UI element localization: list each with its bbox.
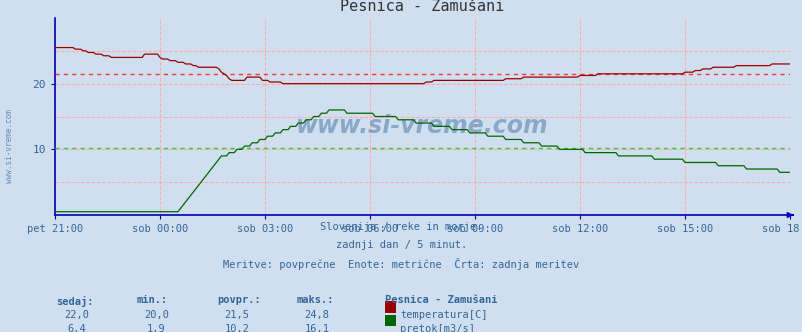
Text: Pesnica - Zamušani: Pesnica - Zamušani [385, 295, 497, 305]
Text: povpr.:: povpr.: [217, 295, 260, 305]
Text: min.:: min.: [136, 295, 168, 305]
Title: Pesnica - Zamušani: Pesnica - Zamušani [340, 0, 504, 14]
Text: pretok[m3/s]: pretok[m3/s] [399, 324, 474, 332]
Text: 22,0: 22,0 [63, 310, 89, 320]
Text: Meritve: povprečne  Enote: metrične  Črta: zadnja meritev: Meritve: povprečne Enote: metrične Črta:… [223, 258, 579, 270]
Text: www.si-vreme.com: www.si-vreme.com [296, 114, 548, 138]
Text: www.si-vreme.com: www.si-vreme.com [5, 109, 14, 183]
Text: 20,0: 20,0 [144, 310, 169, 320]
Text: Slovenija / reke in morje.: Slovenija / reke in morje. [320, 222, 482, 232]
Text: 24,8: 24,8 [304, 310, 330, 320]
Text: zadnji dan / 5 minut.: zadnji dan / 5 minut. [335, 240, 467, 250]
Text: 1,9: 1,9 [147, 324, 166, 332]
Text: 10,2: 10,2 [224, 324, 249, 332]
Text: 21,5: 21,5 [224, 310, 249, 320]
Text: sedaj:: sedaj: [56, 295, 94, 306]
Text: 16,1: 16,1 [304, 324, 330, 332]
Text: maks.:: maks.: [297, 295, 334, 305]
Text: 6,4: 6,4 [67, 324, 86, 332]
Text: temperatura[C]: temperatura[C] [399, 310, 487, 320]
